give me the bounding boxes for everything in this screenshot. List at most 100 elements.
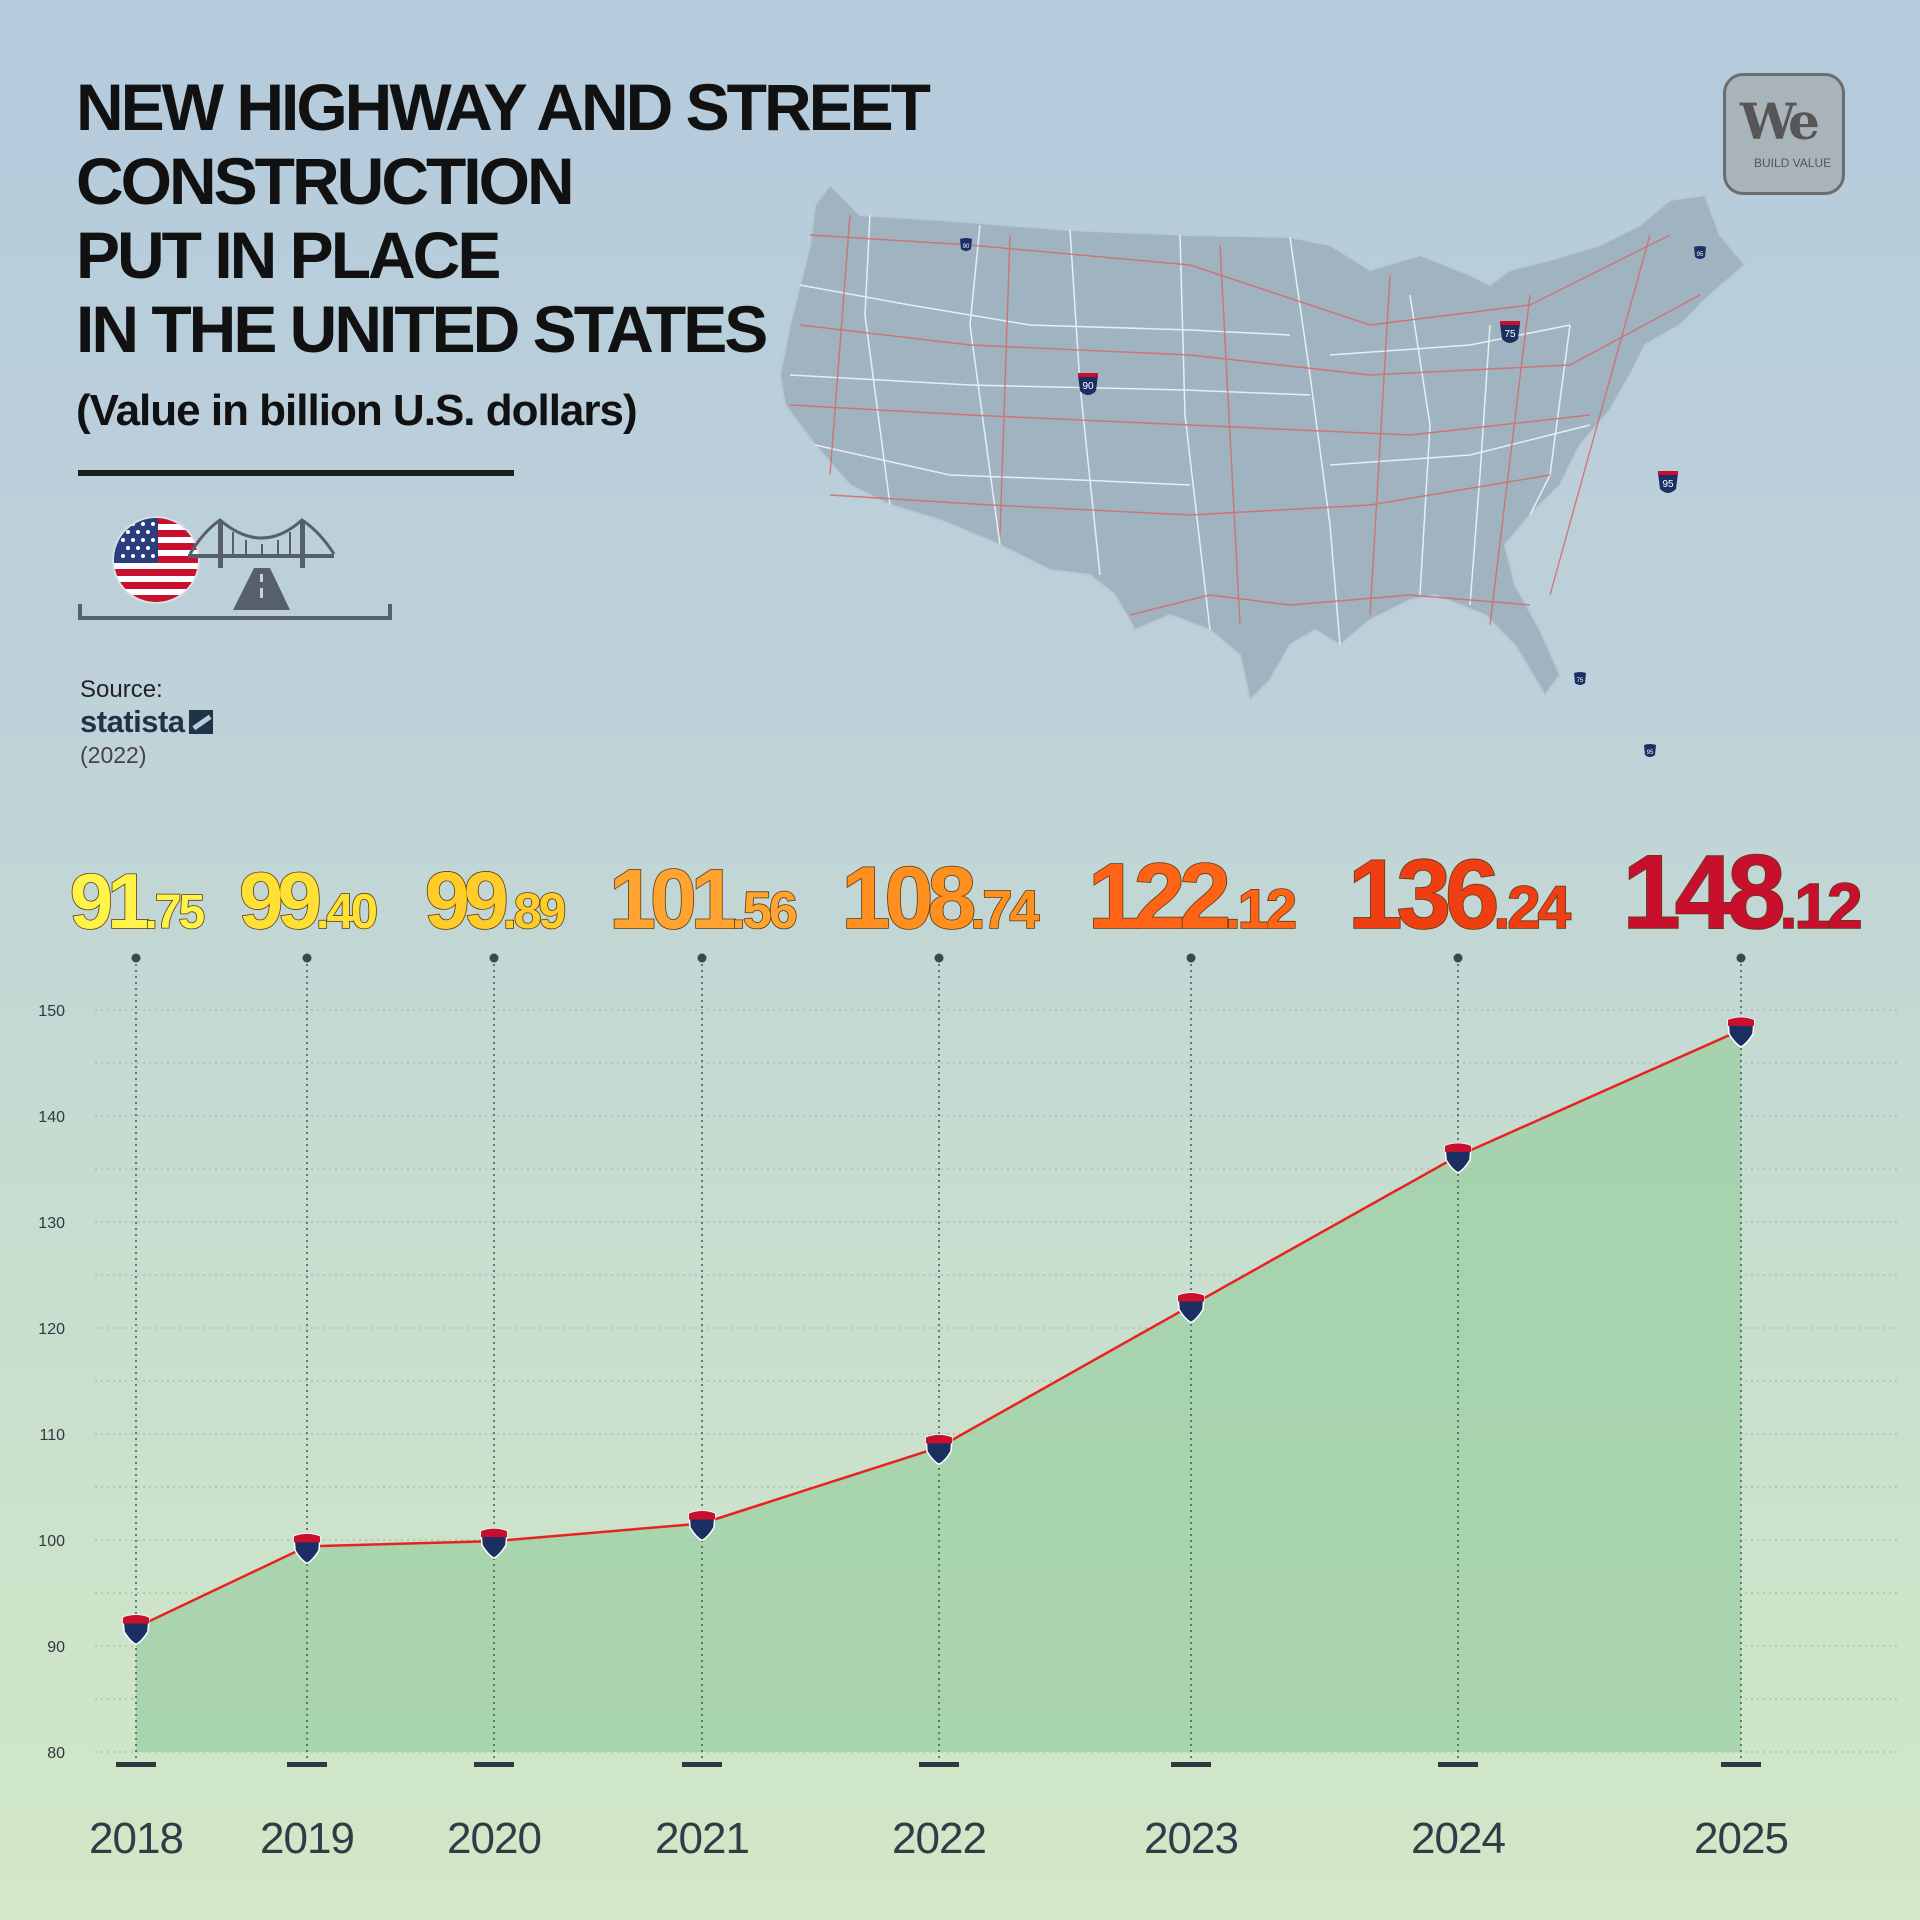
y-tick-label: 150 [38, 1003, 65, 1020]
interstate-95-shield-icon: 95 [1694, 246, 1706, 259]
value-label-decimal: .75 [145, 886, 205, 939]
title-line: NEW HIGHWAY AND STREET [76, 70, 931, 144]
y-tick-label: 100 [38, 1533, 65, 1550]
interstate-shield-marker-icon [122, 1614, 150, 1646]
x-tick-mark [1438, 1762, 1478, 1767]
value-label-integer: 108 [842, 848, 975, 947]
guide-dot [489, 953, 499, 963]
we-build-value-logo: We BUILD VALUE [1723, 73, 1845, 195]
interstate-shield-marker-icon [925, 1434, 953, 1466]
shield-band [689, 1510, 715, 1520]
value-labels: 91.75 99.40 99.89 101.56 108.74 122.12 136.24 1… [69, 833, 1865, 952]
value-label-decimal: .24 [1494, 874, 1572, 941]
shield-label: 90 [963, 244, 970, 250]
area-layer [136, 1029, 1741, 1752]
y-tick-label: 110 [39, 1427, 65, 1444]
us-flag-icon [112, 516, 200, 604]
interstate-shield-marker-icon [1177, 1292, 1205, 1324]
x-tick-label: 2023 [1144, 1814, 1238, 1863]
value-label-decimal: .89 [503, 883, 565, 939]
y-axis-ticks: 80 90 100 110 120 130 140 150 [38, 1003, 65, 1762]
interstate-95-shield-icon: 95 [1644, 744, 1656, 757]
interstate-95-shield-icon: 95 [1658, 471, 1678, 493]
value-label-decimal: .74 [970, 880, 1039, 940]
statista-logo: statista [80, 704, 213, 740]
x-axis-ticks: 2018 2019 2020 2021 2022 2023 2024 2025 [89, 1814, 1789, 1863]
value-label-decimal: .40 [316, 885, 377, 939]
guide-lines [116, 953, 1761, 1767]
shield-label: 95 [1697, 252, 1704, 258]
source-label: Source: [80, 676, 163, 703]
value-label-decimal: .12 [1780, 870, 1861, 942]
statista-mark-icon [188, 710, 213, 734]
shield-label: 75 [1504, 329, 1516, 340]
statista-name: statista [80, 704, 185, 739]
interstate-shield-marker-icon [480, 1527, 508, 1560]
source-year: (2022) [80, 742, 147, 768]
source-block: Source: statista (2022) [80, 676, 213, 769]
logo-tagline: BUILD VALUE [1754, 156, 1832, 170]
guide-dot [1186, 953, 1196, 963]
x-tick-mark [474, 1762, 514, 1767]
x-tick-mark [287, 1762, 327, 1767]
shield-band [481, 1528, 507, 1538]
shield-band [1445, 1143, 1471, 1152]
x-tick-label: 2021 [655, 1814, 749, 1863]
guide-dot [1453, 953, 1463, 963]
bridge-road-icon [188, 518, 336, 610]
series-line [135, 1028, 1742, 1629]
title-divider [78, 470, 514, 476]
x-tick-label: 2018 [89, 1814, 183, 1863]
value-label: 108.74 [842, 848, 1040, 947]
icon-underline-bracket [78, 604, 392, 620]
y-tick-label: 90 [47, 1639, 65, 1656]
chart-title: NEW HIGHWAY AND STREET CONSTRUCTION PUT … [76, 70, 931, 366]
value-label-decimal: .56 [731, 882, 796, 940]
y-tick-label: 120 [38, 1321, 65, 1338]
value-label-integer: 148 [1622, 834, 1783, 951]
value-label-decimal: .12 [1225, 877, 1295, 940]
shield-band [123, 1614, 149, 1624]
guide-dot [1736, 953, 1746, 963]
shield-band [926, 1434, 952, 1444]
value-label: 91.75 [70, 857, 205, 945]
shield-band [1178, 1293, 1204, 1302]
interstate-shields: 90 75 95 90 95 75 95 [960, 238, 1706, 757]
x-tick-label: 2020 [447, 1814, 541, 1863]
x-tick-label: 2022 [892, 1814, 986, 1863]
value-label: 99.89 [425, 856, 565, 946]
x-tick-label: 2025 [1694, 1814, 1788, 1863]
guide-dot [934, 953, 944, 963]
x-tick-label: 2024 [1411, 1814, 1505, 1863]
us-highway-map: 90 75 95 90 95 75 95 [778, 183, 1747, 757]
interstate-shield-marker-icon [293, 1533, 321, 1565]
x-tick-mark [682, 1762, 722, 1767]
interstate-75-shield-icon: 75 [1500, 321, 1520, 343]
series-polyline [135, 1028, 1742, 1629]
shield-label: 95 [1662, 479, 1674, 490]
x-tick-mark [1721, 1762, 1761, 1767]
value-label: 99.40 [239, 856, 377, 945]
shield-band [294, 1533, 320, 1543]
guide-dot [697, 953, 707, 963]
y-tick-label: 130 [38, 1215, 65, 1232]
highway-lines [789, 214, 1701, 626]
x-tick-mark [919, 1762, 959, 1767]
title-line: IN THE UNITED STATES [76, 292, 768, 366]
guide-dot [302, 953, 312, 963]
y-tick-label: 80 [47, 1745, 65, 1762]
value-label: 101.56 [609, 852, 797, 946]
value-label-integer: 122 [1088, 844, 1227, 948]
value-label-integer: 99 [239, 856, 319, 945]
value-label-integer: 99 [425, 856, 507, 946]
shield-label: 90 [1082, 381, 1094, 392]
y-tick-label: 140 [38, 1109, 65, 1126]
title-line: PUT IN PLACE [76, 218, 501, 292]
markers [122, 1016, 1755, 1646]
value-label: 136.24 [1348, 839, 1572, 949]
interstate-75-shield-icon: 75 [1574, 672, 1586, 685]
icon-group [78, 516, 392, 620]
title-line: CONSTRUCTION [76, 144, 575, 218]
logo-text: We [1740, 92, 1820, 151]
